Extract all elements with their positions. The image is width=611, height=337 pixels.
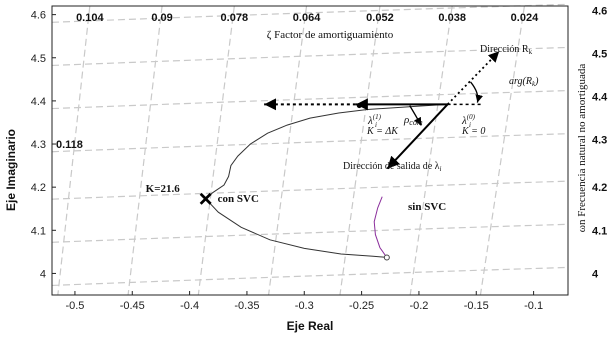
x-tick-label: -0.3 (295, 300, 314, 312)
annotations (264, 50, 500, 170)
lambda0-sub: i (469, 121, 471, 129)
marker-k21-6 (199, 192, 212, 205)
damping-grid-line (479, 5, 526, 296)
wn-grid-line (51, 223, 569, 243)
x-tick-label: -0.2 (409, 300, 428, 312)
plot-background (52, 6, 568, 295)
x-tick-label: -0.15 (464, 300, 489, 312)
x-tick-label: -0.5 (65, 300, 84, 312)
marker-end-circle (383, 254, 390, 261)
damping-grid-line (197, 5, 235, 296)
wn-tick-label: 4.5 (592, 48, 607, 60)
wn-tick-label: 4.4 (592, 92, 608, 104)
series-line-con-svc (204, 103, 448, 258)
damping-grid-line (409, 5, 453, 296)
marker-con-svc-label: con SVC (218, 193, 259, 205)
wn-tick-label: 4.1 (592, 225, 607, 237)
damping-tick-label: 0.024 (511, 12, 539, 24)
marker-k-label: K=21.6 (146, 183, 181, 195)
damping-grid (51, 3, 569, 296)
x-tick-label: -0.45 (120, 300, 145, 312)
lambda1-label: λ(1) (367, 113, 382, 127)
wn-tick-label: 4 (592, 268, 599, 280)
sin-svc-label: sin SVC (408, 201, 446, 213)
wn-tick-label: 4.6 (592, 5, 607, 17)
damping-tick-label: 0.052 (366, 12, 394, 24)
y-tick-label: 4.1 (31, 225, 46, 237)
x-tick-label: -0.4 (180, 300, 199, 312)
wn-grid-line (51, 266, 569, 287)
arg-rk-label: arg(Rk) (509, 76, 539, 88)
x-tick-label: -0.25 (349, 300, 374, 312)
x-tick-label: -0.1 (524, 300, 543, 312)
x-axis-label: Eje Real (287, 319, 334, 333)
wn-grid-line (51, 46, 569, 67)
departure-direction-arrow (386, 103, 449, 170)
damping-tick-label: 0.038 (438, 12, 466, 24)
rk-direction-arrow (446, 50, 500, 105)
series-line-sin-svc (373, 196, 388, 258)
damping-grid-line (267, 5, 308, 296)
y-tick-label: 4.2 (31, 182, 46, 194)
wn-grid-line (51, 3, 569, 23)
wn-grid-line (51, 180, 569, 200)
departure-angle-arc (409, 105, 422, 126)
right-axis-label: ωn Frecuencia natural no amortiguada (576, 64, 588, 233)
axes: -0.5 -0.45 -0.4 -0.35 -0.3 -0.25 -0.2 -0.15 -0.1… (31, 5, 608, 312)
lambda0-label: λ(0) (461, 113, 476, 127)
wn-grid-line (51, 133, 569, 153)
y-tick-label: 4.5 (31, 53, 46, 65)
direccion-rk-label: Dirección Rk (480, 44, 533, 56)
damping-tick-label: 0.078 (221, 12, 249, 24)
arg-rk-arc (470, 81, 484, 103)
x-tick-label: -0.35 (234, 300, 259, 312)
damping-tick-label: 0.064 (293, 12, 321, 24)
y-tick-label: 4.4 (31, 96, 46, 108)
k-zero-label: K = 0 (461, 126, 485, 137)
wn-grid-line (51, 89, 569, 110)
lambda1-sub: i (375, 121, 377, 129)
y-tick-label: 4.6 (31, 10, 46, 22)
direccion-salida-label: Dirección de salida de λi (343, 161, 441, 173)
plot-frame (51, 5, 569, 296)
y-axis-label: Eje Imaginario (4, 129, 18, 211)
damping-grid-line (57, 5, 91, 296)
y-tick-label: 4 (40, 268, 46, 280)
k-delta-label: K = ΔK (366, 126, 399, 137)
wn-tick-label: 4.3 (592, 135, 607, 147)
damping-tick-label: 0.09 (151, 12, 172, 24)
y-tick-label: 4.3 (31, 139, 46, 151)
wn-tick-label: 4.2 (592, 182, 607, 194)
damping-left-label: 0.118 (56, 139, 83, 151)
damping-tick-label: 0.104 (76, 12, 104, 24)
rho-com-label: ρcom (403, 114, 423, 127)
damping-grid-line (127, 5, 163, 296)
damping-factor-label: ζ Factor de amortiguamiento (267, 29, 394, 41)
